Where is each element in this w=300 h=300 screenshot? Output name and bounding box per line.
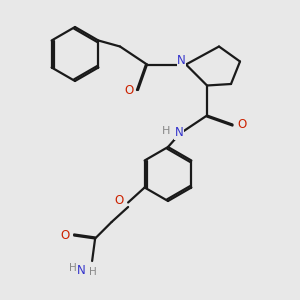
Text: N: N: [77, 263, 86, 277]
Text: H: H: [89, 267, 97, 278]
Text: N: N: [177, 53, 186, 67]
Text: O: O: [124, 83, 134, 97]
Text: O: O: [61, 229, 70, 242]
Text: N: N: [175, 126, 184, 140]
Text: H: H: [69, 262, 76, 273]
Text: O: O: [237, 118, 246, 131]
Text: H: H: [162, 125, 171, 136]
Text: O: O: [115, 194, 124, 208]
